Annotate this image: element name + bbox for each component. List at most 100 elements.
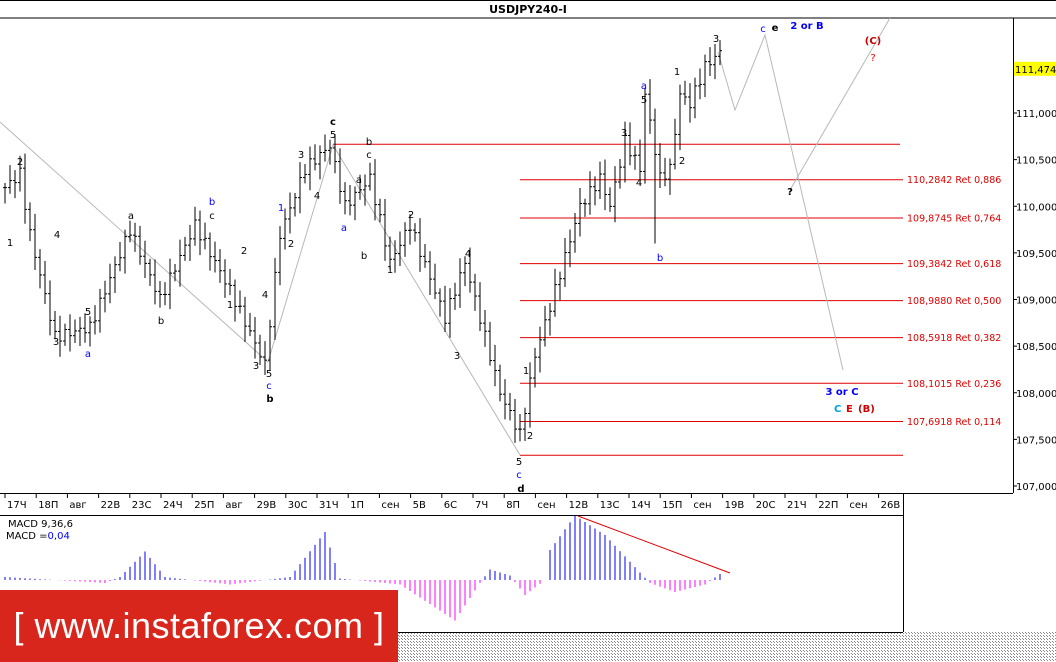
candle — [503, 379, 507, 420]
candle — [33, 213, 37, 271]
candle — [713, 44, 717, 80]
x-tick-label: сен — [381, 500, 399, 511]
wave-label: 1 — [387, 265, 393, 276]
candle — [258, 334, 262, 365]
candle — [253, 316, 257, 359]
wave-label: 3 — [253, 361, 259, 372]
candle — [93, 305, 97, 335]
candle — [473, 273, 477, 311]
x-tick-label: 30С — [288, 500, 308, 511]
wave-label: 3 — [298, 150, 304, 161]
wave-label: 2 — [408, 210, 414, 221]
wave-label: b — [366, 137, 372, 148]
candle — [238, 290, 242, 314]
candle — [643, 88, 647, 184]
candle — [603, 159, 607, 211]
x-tick-label: 14Ч — [631, 500, 651, 511]
x-tick-label: 22П — [818, 500, 838, 511]
candle — [558, 271, 562, 301]
candle — [468, 247, 472, 293]
chart-title: USDJPY240-I — [489, 3, 567, 16]
candle — [68, 314, 72, 352]
x-tick-label: 8П — [506, 500, 520, 511]
candles — [3, 40, 722, 443]
y-tick-label: 107,500 — [1016, 435, 1056, 446]
macd-label: MACD 9,36,6 — [8, 519, 73, 530]
x-tick-label: сен — [693, 500, 711, 511]
candle — [188, 224, 192, 261]
wave-label: 2 — [17, 157, 23, 168]
candle — [108, 263, 112, 304]
x-tick-label: 17Ч — [7, 500, 27, 511]
x-tick-label: 24Ч — [163, 500, 183, 511]
macd-value-prefix: MACD = — [6, 531, 48, 542]
y-tick-label: 108,500 — [1016, 342, 1056, 353]
candle — [248, 312, 252, 337]
candle — [583, 198, 587, 217]
candle — [403, 222, 407, 257]
candle — [273, 257, 277, 341]
candle — [3, 182, 7, 204]
candle — [393, 240, 397, 273]
x-tick-label: 12В — [569, 500, 589, 511]
wave-label: ? — [870, 53, 875, 64]
x-tick-label: 7Ч — [475, 500, 488, 511]
candle — [268, 319, 272, 371]
candle — [498, 364, 502, 402]
wave-label: c — [330, 117, 336, 128]
candle — [548, 302, 552, 336]
candle — [388, 236, 392, 270]
wave-label: 1 — [7, 238, 13, 249]
wave-label: e — [772, 23, 779, 34]
fib-label: 107,6918 Ret 0,114 — [907, 417, 1001, 428]
candle — [143, 240, 147, 279]
instaforex-logo: [ www.instaforex.com ] — [0, 590, 398, 662]
x-tick-label: 19В — [725, 500, 745, 511]
wave-label: E — [846, 404, 853, 415]
candle — [328, 139, 332, 165]
wave-label: 1 — [674, 67, 680, 78]
y-tick-label: 109,500 — [1016, 249, 1056, 260]
wave-label: c — [209, 211, 215, 222]
candle — [98, 288, 102, 333]
candle — [133, 222, 137, 252]
candle — [538, 326, 542, 373]
candle — [593, 176, 597, 206]
candle — [578, 188, 582, 237]
x-tick-label: 20С — [756, 500, 776, 511]
x-tick-label: 31Ч — [319, 500, 339, 511]
candle — [113, 256, 117, 294]
x-tick-label: 5В — [413, 500, 426, 511]
fib-label: 108,5918 Ret 0,382 — [907, 333, 1001, 344]
candle — [198, 210, 202, 256]
candle — [398, 231, 402, 267]
candle — [513, 399, 517, 443]
wave-label: a — [341, 223, 347, 234]
candle — [53, 311, 57, 340]
y-tick-label: 109,000 — [1016, 296, 1056, 307]
candle — [8, 165, 12, 194]
candle — [13, 170, 17, 199]
candle — [413, 223, 417, 242]
wave-label: C — [834, 404, 841, 415]
candle — [223, 259, 227, 298]
candle — [178, 239, 182, 287]
candle — [438, 288, 442, 317]
candle — [163, 282, 167, 306]
wave-label: 4 — [314, 191, 320, 202]
candle — [563, 237, 567, 288]
candle — [483, 309, 487, 347]
x-tick-label: 29В — [257, 500, 277, 511]
wave-label: a — [128, 211, 134, 222]
wave-label: c — [266, 381, 272, 392]
time-axis: 17Ч 18П авг 22В 23С 24Ч 25П авг 29В 30С 31Ч 1П сен 5В… — [4, 493, 900, 511]
wave-label: ? — [787, 187, 793, 198]
candle — [543, 305, 547, 347]
candle — [153, 259, 157, 305]
fib-label: 108,1015 Ret 0,236 — [907, 379, 1001, 390]
wave-label: a — [85, 349, 91, 360]
x-tick-label: авг — [69, 500, 86, 511]
candle — [218, 249, 222, 283]
hatched-area — [398, 632, 1056, 662]
